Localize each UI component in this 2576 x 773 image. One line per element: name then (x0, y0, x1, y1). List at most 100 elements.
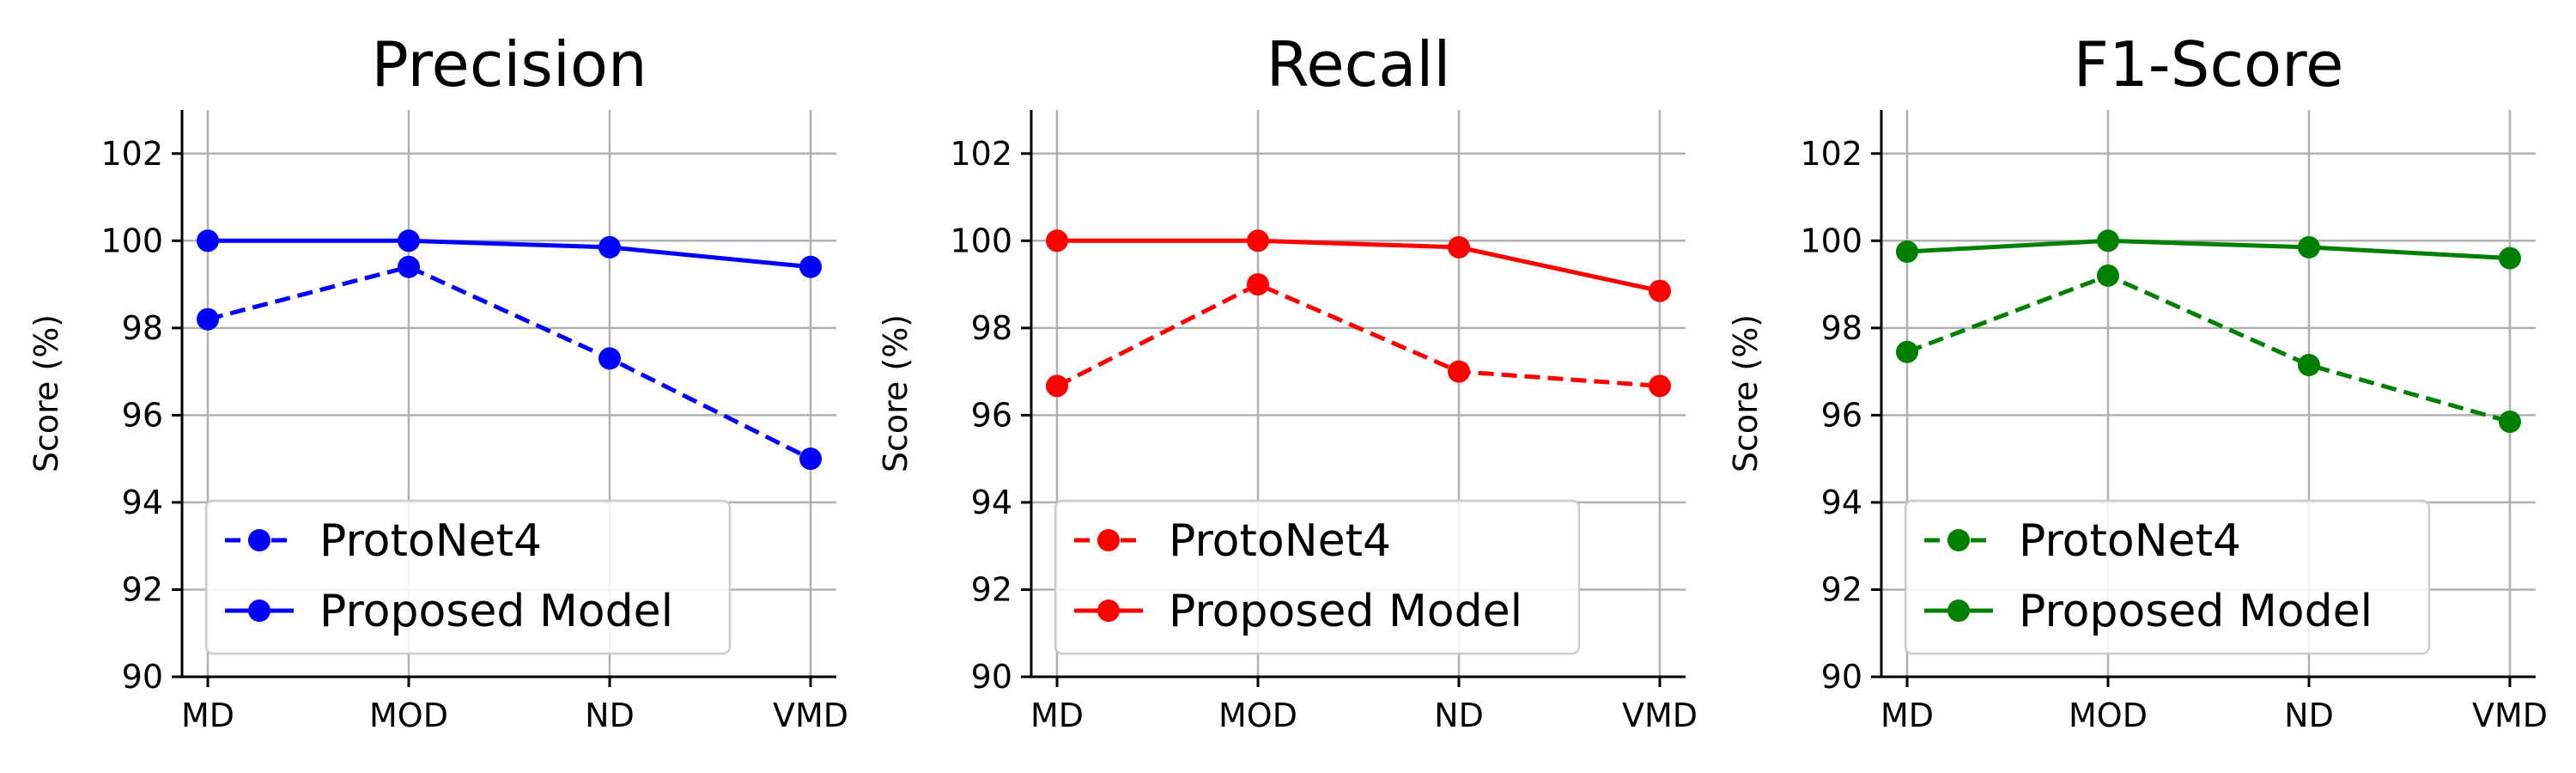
y-tick-label: 98 (1821, 309, 1862, 347)
legend: ProtoNet4 Proposed Model (1054, 499, 1581, 655)
series-line (1906, 273, 2511, 424)
legend-entry: ProtoNet4 (225, 515, 542, 567)
x-tick-label: ND (1434, 697, 1484, 734)
legend-label: ProtoNet4 (319, 515, 542, 567)
x-tick-label: MOD (1218, 697, 1297, 734)
y-axis-label: Score (%) (877, 314, 914, 472)
y-tick-label: 96 (122, 396, 163, 434)
y-tick-label: 90 (1821, 658, 1862, 696)
legend-label: ProtoNet4 (2019, 515, 2241, 567)
chart-title: Precision (371, 28, 647, 100)
y-tick-label: 92 (1821, 570, 1862, 608)
x-tick-label: MD (181, 697, 234, 734)
data-point (1247, 229, 1269, 253)
series-protonet4 (1046, 273, 1671, 398)
data-point (1448, 235, 1470, 259)
x-tick-label: ND (2284, 697, 2334, 734)
y-tick-label: 98 (971, 309, 1012, 347)
series-line (208, 238, 811, 270)
data-point (1896, 340, 1918, 363)
x-tick-label: ND (585, 697, 635, 734)
y-tick-label: 102 (100, 135, 163, 173)
chart-precision: 90 92 94 96 98 100 102 MD MOD ND VMD Precision Score… (27, 28, 848, 734)
legend-label: Proposed Model (1169, 586, 1522, 637)
data-point (1247, 273, 1269, 296)
series-line (1055, 282, 1661, 388)
x-tick-label: VMD (2472, 697, 2548, 734)
legend: ProtoNet4 Proposed Model (204, 499, 732, 655)
legend: ProtoNet4 Proposed Model (1904, 499, 2431, 655)
legend-box (204, 499, 732, 655)
data-point (1448, 360, 1470, 383)
data-point (197, 307, 219, 331)
data-point (1649, 279, 1671, 302)
data-point (2298, 235, 2320, 259)
y-axis-label: Score (%) (27, 314, 65, 472)
y-tick-label: 94 (971, 484, 1012, 521)
y-tick-label: 100 (950, 222, 1012, 259)
data-point (2499, 247, 2521, 270)
series-line (207, 265, 812, 461)
y-tick-label: 96 (971, 396, 1012, 434)
y-axis-label: Score (%) (1727, 314, 1765, 472)
x-tick-label: MD (1030, 697, 1084, 734)
series-proposed-model (1896, 229, 2521, 270)
legend-box (1904, 499, 2431, 655)
y-tick-label: 94 (122, 484, 163, 521)
chart-f1-score: 90 92 94 96 98 100 102 MD MOD ND VMD F1-Score Score … (1727, 28, 2548, 734)
legend-marker (1947, 600, 1970, 622)
series-proposed-model (197, 229, 822, 278)
data-point (2097, 229, 2119, 253)
data-point (197, 229, 219, 253)
data-point (598, 347, 621, 370)
y-tick-label: 90 (971, 658, 1012, 696)
legend-label: Proposed Model (2019, 586, 2372, 637)
data-point (799, 255, 822, 278)
data-point (2499, 411, 2521, 433)
chart-title: Recall (1267, 28, 1451, 100)
y-tick-label: 102 (950, 135, 1012, 173)
series-line (1057, 238, 1661, 294)
x-tick-label: VMD (1622, 697, 1698, 734)
series-proposed-model (1046, 229, 1671, 302)
legend-marker (1097, 600, 1120, 622)
legend-entry: Proposed Model (225, 586, 673, 637)
series-protonet4 (1896, 264, 2521, 433)
data-point (2097, 264, 2119, 287)
y-tick-label: 92 (971, 570, 1012, 608)
x-tick-label: MD (1880, 697, 1934, 734)
y-tick-label: 102 (1800, 135, 1862, 173)
x-tick-label: MOD (2069, 697, 2148, 734)
y-tick-label: 92 (122, 570, 163, 608)
data-point (398, 229, 420, 253)
y-tick-label: 90 (122, 658, 163, 696)
data-point (799, 447, 822, 471)
series-protonet4 (197, 255, 822, 471)
legend-marker (248, 529, 270, 551)
legend-box (1054, 499, 1581, 655)
legend-marker (1947, 529, 1970, 551)
data-point (2298, 354, 2320, 376)
y-tick-label: 94 (1821, 484, 1862, 521)
legend-entry: ProtoNet4 (1074, 515, 1391, 567)
data-point (1649, 374, 1671, 398)
y-tick-label: 100 (100, 222, 163, 259)
y-tick-label: 96 (1821, 396, 1862, 434)
data-point (1046, 374, 1068, 398)
y-tick-label: 100 (1800, 222, 1862, 259)
series-line (1906, 238, 2511, 261)
data-point (598, 235, 621, 259)
legend-label: ProtoNet4 (1169, 515, 1391, 567)
chart-recall: 90 92 94 96 98 100 102 MD MOD ND VMD Recall Score (%… (877, 28, 1698, 734)
x-tick-label: MOD (369, 697, 448, 734)
y-tick-label: 98 (122, 309, 163, 347)
x-tick-label: VMD (773, 697, 848, 734)
data-point (1896, 240, 1918, 263)
legend-entry: Proposed Model (1924, 586, 2372, 637)
data-point (398, 255, 420, 278)
data-point (1046, 229, 1068, 253)
chart-title: F1-Score (2074, 28, 2344, 100)
legend-label: Proposed Model (319, 586, 673, 637)
legend-marker (248, 600, 270, 622)
